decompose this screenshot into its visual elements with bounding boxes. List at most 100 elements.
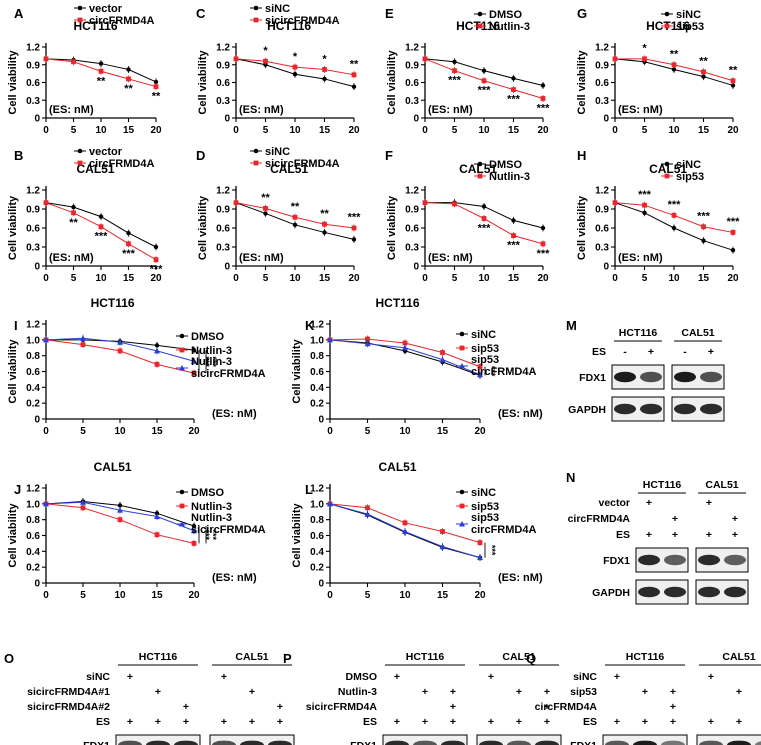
data-point [671, 225, 677, 231]
condition-mark: + [249, 716, 255, 728]
blot-panel-o: O HCT116 CAL51 siNC + + sicircFRMD4A#1 + + sicirc… [4, 651, 295, 745]
y-tick-label: 0 [413, 114, 419, 125]
data-point [117, 507, 123, 513]
legend-marker [477, 173, 483, 179]
band [638, 586, 660, 598]
band [605, 740, 629, 745]
legend-marker [179, 347, 185, 353]
y-tick-label: 0.2 [26, 399, 40, 410]
condition-mark: + [642, 686, 648, 698]
significance-star: ** [69, 217, 78, 229]
y-tick-label: 0 [224, 114, 230, 125]
y-tick-label: 0.9 [405, 205, 419, 216]
condition-label: DMSO [346, 671, 378, 683]
blot-box [696, 734, 761, 745]
condition-mark: + [708, 716, 714, 728]
legend-marker [179, 521, 185, 527]
y-tick-label: 1.0 [26, 499, 40, 510]
y-tick-label: 0.6 [26, 78, 40, 89]
data-point [98, 224, 104, 230]
data-point [292, 64, 298, 70]
condition-label: sip53 [570, 686, 597, 698]
band [698, 554, 720, 566]
x-tick-label: 0 [327, 590, 333, 601]
chart-panel-f: F CAL51 0 0.3 0.6 0.9 1.2 0 5 10 15 20 Cell viabilit… [385, 148, 550, 284]
y-axis-label: Cell viability [197, 50, 209, 115]
data-point [327, 500, 333, 507]
data-point [540, 241, 546, 247]
legend-label: DMSO [191, 331, 224, 343]
data-point [126, 76, 131, 82]
x-tick-label: 10 [478, 125, 490, 136]
data-point [153, 79, 159, 85]
band [614, 371, 636, 383]
legend-label: Nutlin-3 [191, 345, 232, 357]
condition-mark: + [183, 716, 189, 728]
data-point [452, 59, 457, 64]
condition-mark: + [646, 497, 652, 509]
y-tick-label: 1.2 [595, 43, 609, 54]
y-tick-label: 0.3 [405, 243, 419, 254]
condition-mark: + [155, 716, 161, 728]
y-tick-label: 0.6 [26, 224, 40, 235]
legend-label: siNC [265, 3, 290, 15]
significance-star: *** [507, 94, 521, 106]
y-tick-label: 0 [318, 579, 324, 590]
condition-mark: + [672, 529, 678, 541]
data-point [671, 67, 677, 72]
chart-title: HCT116 [73, 19, 117, 33]
blot-box [209, 734, 295, 745]
condition-mark: + [648, 346, 654, 358]
data-point [511, 233, 516, 238]
y-tick-label: 1.2 [26, 186, 40, 197]
blot-panel-p: P HCT116 CAL51 DMSO + + Nutlin-3 + + + + sicircFRMD… [283, 651, 562, 745]
legend-label: Nutlin-3 [489, 21, 530, 33]
data-point [154, 532, 160, 538]
data-point [540, 83, 546, 88]
band [638, 554, 660, 566]
data-point [117, 503, 123, 508]
condition-mark: + [488, 671, 494, 683]
x-tick-label: 15 [698, 273, 710, 284]
condition-mark: + [544, 701, 550, 713]
band [674, 371, 696, 383]
condition-mark: + [706, 497, 712, 509]
band [413, 740, 437, 745]
data-point [80, 505, 86, 511]
x-tick-label: 5 [365, 426, 371, 437]
y-tick-label: 0.3 [405, 96, 419, 107]
y-tick-label: 0.2 [310, 563, 324, 574]
y-axis-label: Cell viability [576, 195, 588, 260]
x-tick-label: 5 [263, 273, 269, 284]
y-tick-label: 0.9 [216, 60, 230, 71]
panel-letter: C [196, 6, 206, 21]
data-point [402, 344, 408, 351]
data-point [481, 78, 487, 84]
x-tick-label: 0 [43, 273, 49, 284]
condition-label: siNC [86, 671, 110, 683]
data-point [351, 225, 357, 231]
legend-label: sicircFRMD4A [191, 524, 266, 536]
y-tick-label: 0 [34, 415, 40, 426]
y-axis-label: Cell viability [386, 50, 398, 115]
x-tick-label: 20 [188, 590, 200, 601]
legend-label: siNC [676, 159, 701, 171]
cell-line-label: CAL51 [705, 479, 738, 491]
y-tick-label: 1.2 [595, 186, 609, 197]
condition-label: ES [592, 346, 606, 358]
y-tick-label: 0.4 [26, 383, 40, 394]
legend-marker [459, 503, 465, 509]
legend-label: circFRMD4A [89, 158, 154, 170]
x-tick-label: 20 [188, 426, 200, 437]
data-point [511, 76, 516, 81]
data-point [671, 212, 677, 218]
x-tick-label: 10 [95, 273, 107, 284]
significance-star: *** [727, 216, 741, 228]
legend-marker [77, 5, 83, 11]
legend-marker [477, 23, 483, 29]
y-tick-label: 0.9 [595, 205, 609, 216]
y-tick-label: 0 [224, 262, 230, 273]
data-point [117, 339, 123, 345]
data-point [191, 370, 197, 376]
